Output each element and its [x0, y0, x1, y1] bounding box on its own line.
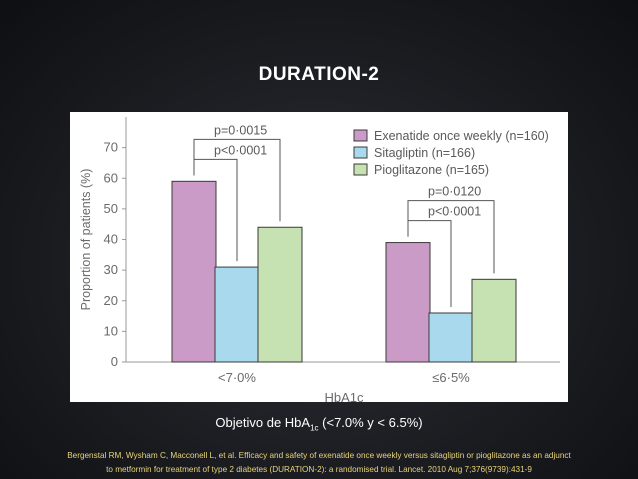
bar-exenatide [171, 180, 217, 363]
y-tick-label: 50 [104, 201, 118, 216]
y-tick-label: 0 [111, 354, 118, 369]
x-axis-label: HbA1c [324, 390, 364, 402]
chart-figure: 0 10 20 30 40 50 60 70 Proportion of patients (%… [70, 112, 568, 402]
y-tick-label: 20 [104, 293, 118, 308]
caption-subscript: 1c [310, 423, 319, 433]
p-value-label: p<0·0001 [214, 143, 267, 157]
reference-citation: Bergenstal RM, Wysham C, Macconell L, et… [8, 449, 630, 477]
p-value-label: p<0·0001 [428, 205, 481, 219]
y-axis-label: Proportion of patients (%) [79, 169, 93, 311]
reference-line-2: to metformin for treatment of type 2 dia… [106, 465, 532, 474]
bar-exenatide [385, 242, 431, 363]
y-tick-label: 40 [104, 232, 118, 247]
legend-entry: Pioglitazone (n=165) [374, 163, 489, 177]
x-tick-label: <7·0% [218, 370, 256, 385]
significance-bracket [193, 158, 238, 262]
bar-pioglitazone [471, 278, 517, 363]
y-tick-label: 10 [104, 323, 118, 338]
bar-sitagliptin [428, 312, 474, 363]
bar-pioglitazone [257, 226, 303, 363]
p-value-label: p=0·0120 [428, 185, 481, 199]
legend-swatch [353, 146, 368, 159]
x-tick-label: ≤6·5% [432, 370, 470, 385]
y-tick-label: 30 [104, 262, 118, 277]
legend-swatch [353, 163, 368, 176]
bar-chart: 0 10 20 30 40 50 60 70 Proportion of patients (%… [79, 117, 560, 402]
legend-entry: Exenatide once weekly (n=160) [374, 129, 549, 143]
significance-bracket [407, 200, 495, 274]
slide-title: DURATION-2 [258, 64, 380, 85]
chart-caption: Objetivo de HbA1c (<7.0% y < 6.5%) [0, 415, 638, 433]
caption-suffix: (<7.0% y < 6.5%) [318, 415, 423, 430]
legend-swatch [353, 129, 368, 142]
bar-sitagliptin [214, 266, 260, 363]
significance-bracket [193, 138, 281, 222]
y-tick-label: 60 [104, 170, 118, 185]
caption-prefix: Objetivo de HbA [215, 415, 311, 430]
legend-entry: Sitagliptin (n=166) [374, 146, 475, 160]
y-tick-label: 70 [104, 140, 118, 155]
reference-line-1: Bergenstal RM, Wysham C, Macconell L, et… [67, 451, 571, 460]
p-value-label: p=0·0015 [214, 123, 267, 137]
significance-bracket [407, 220, 452, 307]
